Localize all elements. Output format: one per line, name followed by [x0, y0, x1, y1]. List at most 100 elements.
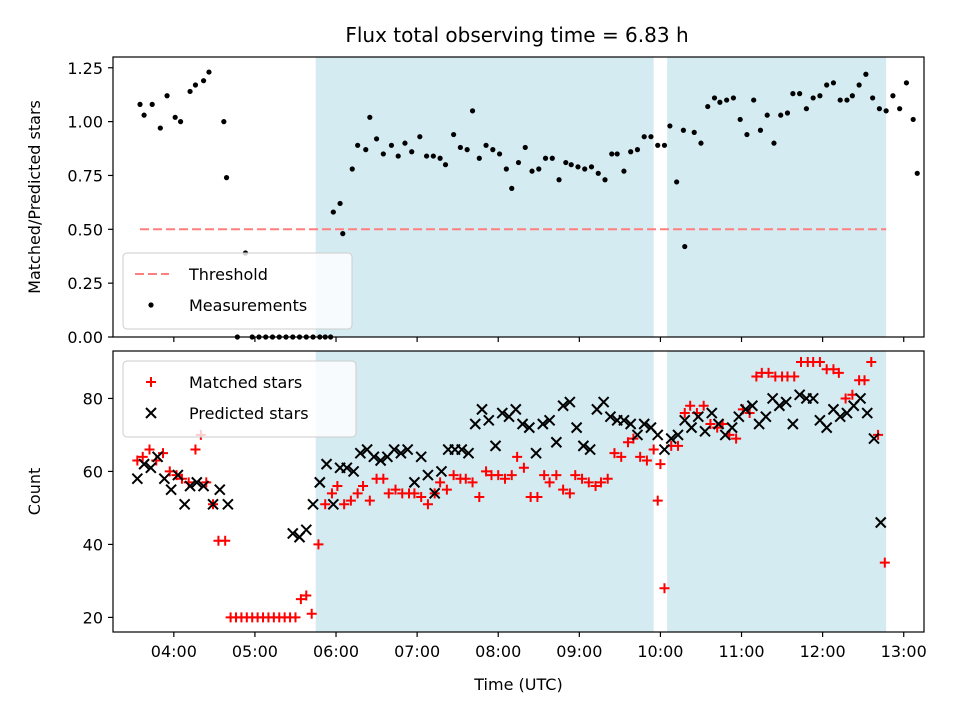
y-tick-label: 40 [83, 535, 103, 554]
predicted-point [401, 443, 414, 456]
measurement-point [778, 112, 784, 118]
measurement-point [582, 166, 588, 172]
predicted-point [584, 443, 596, 456]
predicted-point [739, 403, 752, 416]
matched-point [493, 470, 504, 481]
measurement-point [490, 147, 496, 153]
predicted-point [861, 407, 873, 419]
predicted-point [314, 476, 326, 489]
measurement-point [575, 164, 581, 170]
measurement-point [529, 168, 535, 174]
measurement-point [423, 153, 430, 159]
x-tick-label: 10:00 [637, 642, 683, 661]
legend-label: Predicted stars [189, 404, 309, 423]
predicted-point [638, 418, 650, 430]
predicted-point [178, 498, 191, 510]
y-axis-label: Matched/Predicted stars [25, 100, 44, 294]
matched-point [474, 491, 485, 502]
predicted-point [820, 421, 833, 434]
matched-point [595, 477, 606, 488]
predicted-point [496, 407, 508, 419]
measurement-point [515, 159, 522, 166]
y-tick-label: 0.75 [67, 166, 103, 185]
predicted-point [543, 414, 556, 427]
x-tick-label: 07:00 [394, 642, 440, 661]
measurement-point [437, 155, 443, 161]
measurement-point [137, 101, 143, 107]
predicted-point [138, 458, 150, 470]
matched-point [220, 535, 231, 546]
matched-point [672, 440, 683, 451]
matched-point [332, 481, 343, 492]
shaded-interval-1 [315, 351, 654, 632]
measurement-point [206, 69, 212, 75]
predicted-point [145, 462, 157, 474]
matched-point [866, 356, 877, 367]
legend-x-swatch [145, 407, 157, 419]
matched-point [358, 481, 369, 492]
measurement-point [797, 91, 803, 97]
predicted-point [787, 418, 799, 430]
predicted-point [624, 418, 637, 430]
matched-point [570, 470, 581, 481]
matched-point [641, 455, 652, 466]
predicted-point [320, 458, 333, 470]
measurement-point [177, 119, 184, 125]
measurement-point [757, 127, 764, 133]
matched-point [622, 437, 633, 448]
predicted-point [165, 483, 177, 496]
measurement-point [187, 88, 193, 95]
measurement-point [764, 112, 770, 118]
predicted-point [868, 432, 880, 445]
measurement-point [588, 164, 595, 170]
legend-box [122, 252, 353, 330]
measurement-point [536, 166, 542, 172]
measurement-point [337, 200, 343, 207]
predicted-point [131, 473, 144, 485]
predicted-point [726, 421, 738, 434]
predicted-point [388, 443, 400, 456]
measurement-point [724, 97, 730, 103]
measurement-point [141, 112, 147, 118]
series-matched-stars [132, 356, 890, 623]
measurement-point [817, 93, 823, 99]
matched-point [751, 371, 762, 382]
predicted-point [307, 498, 319, 510]
matched-point [499, 473, 510, 484]
predicted-point [516, 418, 529, 430]
predicted-point [184, 480, 196, 492]
matched-point [539, 470, 550, 481]
measurement-point [430, 153, 436, 159]
matched-point [705, 418, 716, 429]
measurement-point [164, 93, 170, 99]
matched-point [320, 499, 331, 510]
measurement-point [830, 80, 837, 86]
matched-point [422, 499, 433, 510]
measurement-point [363, 147, 369, 153]
measurement-point [330, 209, 336, 215]
matched-point [190, 444, 201, 455]
matched-point [814, 356, 825, 367]
measurement-point [837, 97, 843, 103]
measurement-point [897, 106, 903, 112]
measurement-point [221, 119, 227, 125]
matched-point [590, 481, 601, 492]
matched-point [435, 477, 446, 488]
matched-point [441, 484, 452, 495]
matched-point [859, 375, 870, 386]
measurement-point [634, 147, 641, 153]
matched-point [467, 477, 478, 488]
matched-point [460, 473, 471, 484]
measurement-point [367, 114, 373, 120]
predicted-point [158, 473, 171, 485]
matched-point [833, 367, 844, 378]
matched-point [383, 488, 394, 499]
predicted-point [807, 392, 819, 405]
matched-point [448, 470, 459, 481]
y-tick-label: 1.25 [67, 59, 103, 78]
series-predicted-stars [131, 389, 887, 543]
y-tick-label: 1.00 [67, 113, 103, 132]
predicted-point [597, 396, 610, 408]
predicted-point [415, 451, 427, 463]
predicted-point [483, 414, 495, 427]
